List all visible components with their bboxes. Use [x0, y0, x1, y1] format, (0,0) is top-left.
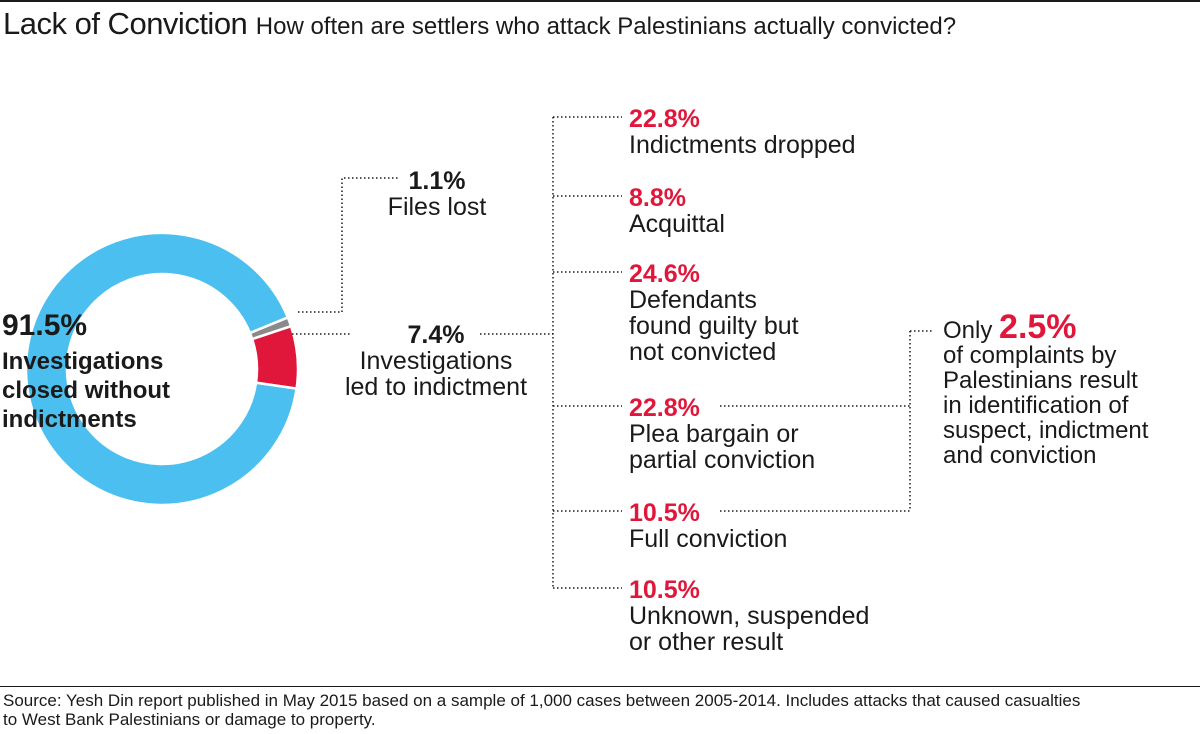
- closed-label-line: indictments: [2, 406, 137, 433]
- breakdown-percentage: 10.5%: [629, 499, 700, 527]
- closed-percentage: 91.5%: [2, 309, 88, 342]
- breakdown-label: Acquittal: [629, 210, 725, 238]
- files-lost-percentage: 1.1%: [408, 167, 466, 195]
- summary-line: suspect, indictment: [943, 417, 1149, 444]
- summary-prefix: Only: [943, 317, 993, 344]
- breakdown-label: found guilty but: [629, 312, 799, 340]
- breakdown-percentage: 8.8%: [629, 184, 686, 212]
- breakdown-percentage: 22.8%: [629, 394, 700, 422]
- indictment-label-line: Investigations: [359, 347, 513, 375]
- summary-first-line: Only 2.5%: [943, 310, 1148, 344]
- summary-note: Only 2.5% of complaints by Palestinians …: [943, 310, 1149, 469]
- breakdown-item: 10.5% Full conviction: [629, 500, 787, 552]
- indictment-label-line: led to indictment: [344, 373, 528, 401]
- breakdown-item: 10.5% Unknown, suspended or other result: [629, 577, 869, 655]
- breakdown-label: Indictments dropped: [629, 131, 856, 159]
- files-lost-label: Files lost: [387, 193, 487, 221]
- source-line: Source: Yesh Din report published in May…: [3, 691, 1081, 710]
- footer-rule: [0, 686, 1200, 687]
- breakdown-item: 24.6% Defendants found guilty but not co…: [629, 261, 799, 365]
- breakdown-percentage: 10.5%: [629, 576, 700, 604]
- donut-slice-closed: [24, 231, 298, 507]
- breakdown-percentage: 22.8%: [629, 105, 700, 133]
- chart-title: Lack of Conviction: [3, 6, 248, 41]
- files-lost-callout: 1.1% Files lost: [362, 168, 512, 220]
- top-rule: [0, 0, 1200, 2]
- breakdown-label: not convicted: [629, 338, 777, 366]
- source-line: to West Bank Palestinians or damage to p…: [3, 710, 376, 729]
- breakdown-label: Unknown, suspended: [629, 602, 870, 630]
- donut-slice-indictment: [250, 324, 300, 391]
- summary-line: Palestinians result: [943, 367, 1138, 394]
- breakdown-label: partial conviction: [629, 446, 816, 474]
- breakdown-item: 22.8% Indictments dropped: [629, 106, 856, 158]
- summary-highlight-value: 2.5%: [999, 308, 1077, 346]
- summary-line: of complaints by: [943, 342, 1117, 369]
- leader-lines: [292, 116, 932, 589]
- breakdown-label: Plea bargain or: [629, 420, 799, 448]
- closed-label-line: closed without: [2, 377, 170, 404]
- breakdown-item: 8.8% Acquittal: [629, 185, 725, 237]
- closed-label-line: Investigations: [2, 348, 164, 375]
- source-note: Source: Yesh Din report published in May…: [3, 691, 1198, 729]
- breakdown-item: 22.8% Plea bargain or partial conviction: [629, 395, 815, 473]
- breakdown-label: Full conviction: [629, 525, 788, 553]
- breakdown-label: or other result: [629, 628, 784, 656]
- indictment-percentage: 7.4%: [407, 321, 465, 349]
- breakdown-percentage: 24.6%: [629, 260, 700, 288]
- summary-line: in identification of: [943, 392, 1129, 419]
- breakdown-label: Defendants: [629, 286, 757, 314]
- closed-label: Investigations closed without indictment…: [2, 347, 170, 434]
- summary-line: and conviction: [943, 442, 1097, 469]
- donut-chart: [24, 231, 300, 507]
- indictment-callout: 7.4% Investigations led to indictment: [326, 322, 546, 400]
- chart-subtitle: How often are settlers who attack Palest…: [255, 13, 957, 40]
- header: Lack of Conviction How often are settler…: [3, 6, 956, 42]
